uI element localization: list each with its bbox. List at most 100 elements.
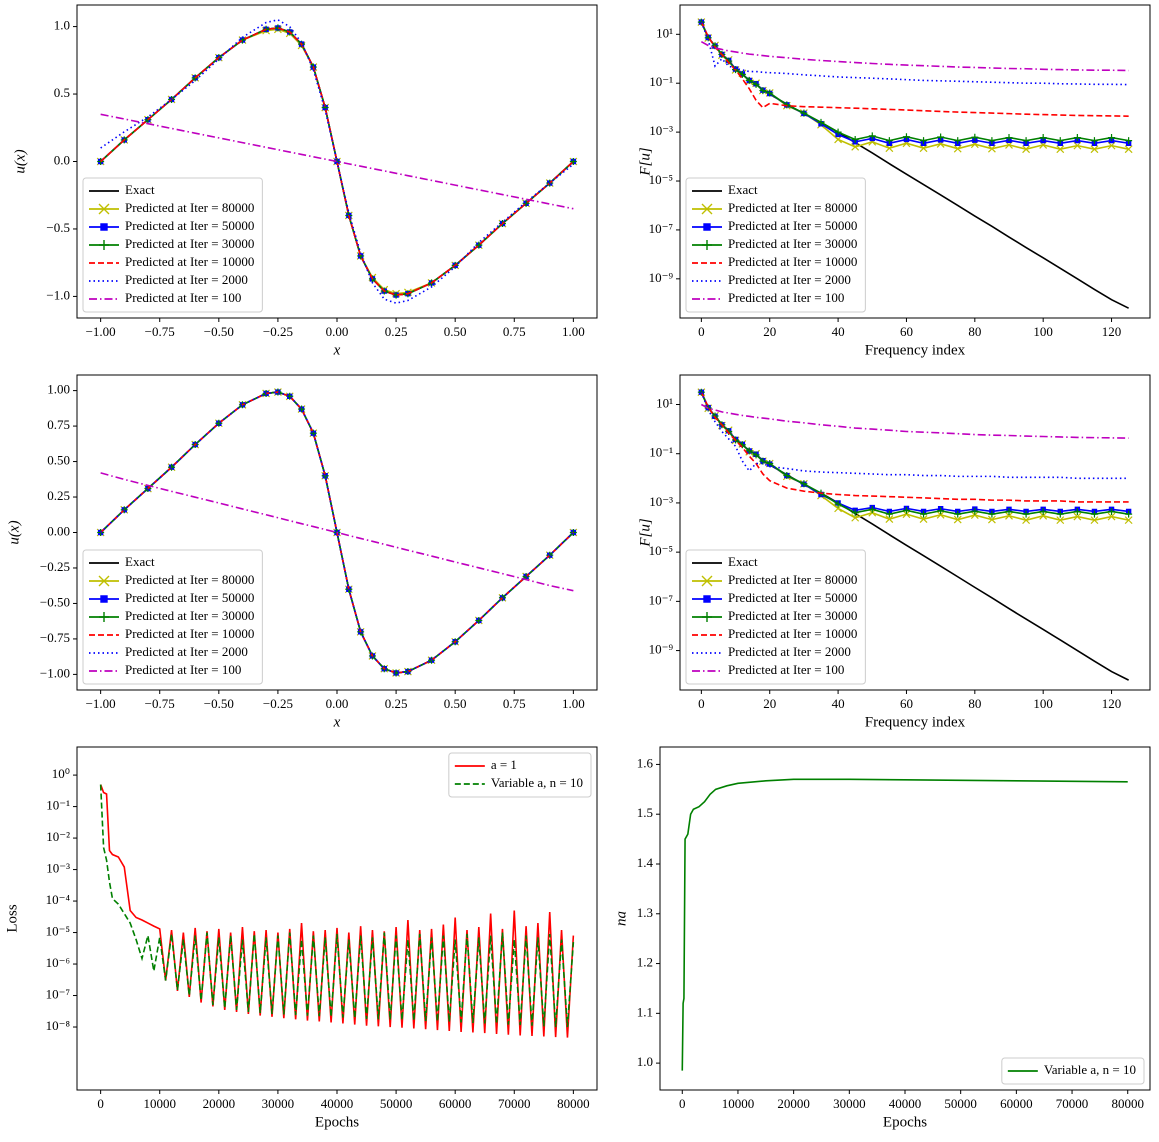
series-line xyxy=(100,113,574,210)
legend-marker xyxy=(703,595,711,603)
series-line xyxy=(99,784,575,1028)
marker xyxy=(759,457,767,465)
marker xyxy=(834,128,842,136)
legend-marker xyxy=(702,240,712,250)
legend-frame xyxy=(1001,1057,1145,1085)
legend-label: Predicted at Iter = 50000 xyxy=(728,218,857,233)
x-tick-label: 0 xyxy=(698,324,705,339)
legend-label: Predicted at Iter = 30000 xyxy=(125,608,254,623)
marker xyxy=(215,419,223,427)
marker xyxy=(971,133,979,141)
y-tick-label: −0.5 xyxy=(46,220,70,235)
marker xyxy=(1056,145,1065,154)
marker xyxy=(937,133,945,141)
legend-label: Predicted at Iter = 80000 xyxy=(728,200,857,215)
series-line xyxy=(681,778,1128,1071)
marker xyxy=(851,135,859,143)
legend-label: Predicted at Iter = 2000 xyxy=(728,272,851,287)
y-axis-label: u(x) xyxy=(12,149,28,173)
series-line xyxy=(100,18,574,304)
y-tick-label: 1.2 xyxy=(637,955,653,970)
x-axis-label: Epochs xyxy=(883,1114,927,1130)
x-tick-label: −0.50 xyxy=(204,696,234,711)
y-tick-label: 10⁻¹ xyxy=(46,798,70,813)
y-tick-label: 10⁻⁹ xyxy=(649,642,674,657)
series-line xyxy=(700,21,1129,151)
marker xyxy=(475,241,483,249)
legend-label: Predicted at Iter = 30000 xyxy=(728,236,857,251)
marker xyxy=(851,509,859,517)
x-tick-label: 0.25 xyxy=(385,696,408,711)
legend-label: Predicted at Iter = 2000 xyxy=(125,272,248,287)
x-tick-label: 20000 xyxy=(777,1096,810,1111)
y-axis-label: u(x) xyxy=(6,520,22,544)
y-tick-label: 10⁻³ xyxy=(649,494,673,509)
marker xyxy=(1124,516,1133,525)
x-tick-label: 50000 xyxy=(944,1096,977,1111)
series-line xyxy=(700,21,1129,117)
x-tick-label: 80 xyxy=(968,324,981,339)
marker xyxy=(970,511,979,520)
legend-label: Predicted at Iter = 100 xyxy=(125,662,241,677)
marker xyxy=(971,507,979,515)
y-tick-label: 1.3 xyxy=(637,905,653,920)
marker xyxy=(1107,141,1116,150)
y-tick-label: 10⁻³ xyxy=(46,861,70,876)
plot-area xyxy=(697,18,1133,309)
marker xyxy=(800,109,808,117)
series-line xyxy=(99,784,575,1038)
marker xyxy=(800,480,808,488)
axes-frame xyxy=(76,746,598,1091)
marker xyxy=(745,76,753,84)
marker xyxy=(745,447,753,455)
marker xyxy=(817,118,825,126)
marker xyxy=(1039,511,1048,520)
legend-label: Predicted at Iter = 10000 xyxy=(125,254,254,269)
y-tick-label: −1.0 xyxy=(46,287,70,302)
plot-area xyxy=(681,778,1128,1071)
x-tick-label: 60 xyxy=(900,696,913,711)
x-tick-label: 120 xyxy=(1102,324,1122,339)
x-tick-label: 0 xyxy=(698,696,705,711)
x-tick-label: 100 xyxy=(1033,696,1053,711)
x-tick-label: 10000 xyxy=(143,1096,176,1111)
marker xyxy=(97,158,105,165)
legend-marker xyxy=(701,575,713,587)
y-tick-label: 10⁻⁶ xyxy=(46,955,70,970)
legend-frame xyxy=(448,752,592,798)
axes-frame xyxy=(76,374,598,691)
y-tick-label: 10⁻⁵ xyxy=(46,924,70,939)
x-axis-label: Frequency index xyxy=(865,714,966,730)
plot-area xyxy=(96,18,578,304)
panel: 0 20 40 60 80 100 120 10⁻⁹ 10⁻⁷ 10⁻⁵ 10⁻³ 10⁻¹ 10¹ Fr… xyxy=(637,4,1151,358)
axes-frame xyxy=(659,746,1151,1091)
y-tick-label: 1.6 xyxy=(637,755,654,770)
x-tick-label: 0.50 xyxy=(444,696,467,711)
legend-marker xyxy=(99,240,109,250)
marker xyxy=(1056,516,1065,525)
marker xyxy=(298,405,306,413)
x-tick-label: 1.00 xyxy=(562,696,585,711)
y-tick-label: 10⁻⁵ xyxy=(649,172,673,187)
marker xyxy=(783,472,791,480)
plot-area xyxy=(96,388,578,677)
legend-frame xyxy=(685,549,866,685)
legend-label: Predicted at Iter = 2000 xyxy=(125,644,248,659)
legend-marker xyxy=(702,612,712,622)
marker xyxy=(954,137,962,145)
marker xyxy=(987,144,996,153)
marker xyxy=(1039,507,1047,515)
marker xyxy=(1090,145,1099,154)
marker xyxy=(168,463,176,471)
y-tick-label: 10⁻⁴ xyxy=(46,892,71,907)
marker xyxy=(522,199,530,207)
legend: Variable a, n = 10 xyxy=(1001,1057,1145,1085)
legend-marker xyxy=(701,203,713,215)
legend-label: Predicted at Iter = 50000 xyxy=(728,590,857,605)
marker xyxy=(1125,510,1133,518)
x-tick-label: 60000 xyxy=(439,1096,472,1111)
x-tick-label: 40000 xyxy=(321,1096,354,1111)
series-line xyxy=(700,391,1129,515)
x-tick-label: 40 xyxy=(832,696,845,711)
